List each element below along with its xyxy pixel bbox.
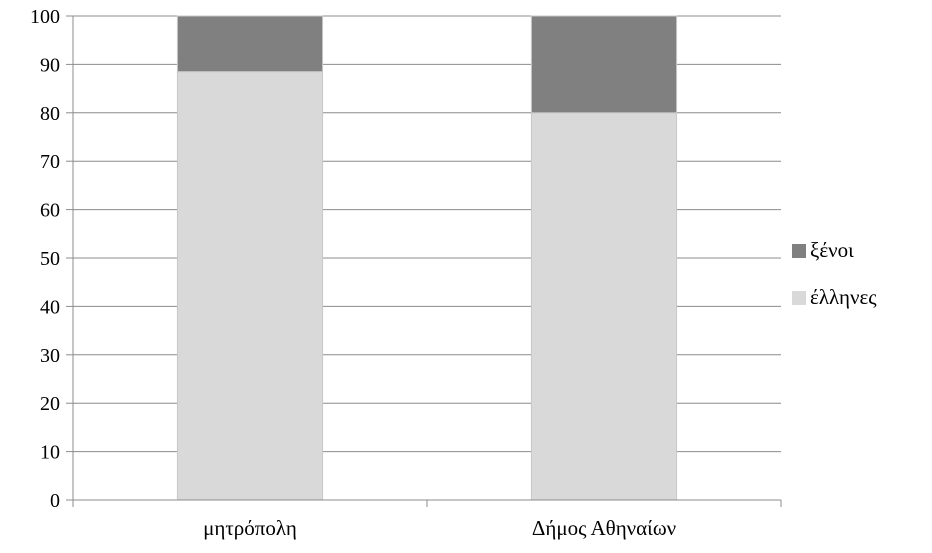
bar-segment bbox=[176, 15, 324, 73]
axes: 0 10 20 30 40 50 60 70 80 90 100 μητρόπολη Δήμος Αθη… bbox=[30, 6, 782, 540]
legend: ξένοι έλληνες bbox=[792, 238, 877, 309]
y-tick-label: 40 bbox=[40, 296, 60, 318]
y-tick-label: 90 bbox=[40, 54, 60, 76]
y-tick-label: 60 bbox=[40, 200, 60, 222]
y-tick-label: 80 bbox=[40, 103, 60, 125]
legend-label: έλληνες bbox=[810, 285, 877, 309]
y-tick-label: 30 bbox=[40, 345, 60, 367]
x-category-label: μητρόπολη bbox=[203, 516, 297, 540]
y-tick-label: 10 bbox=[40, 442, 60, 464]
x-category-label: Δήμος Αθηναίων bbox=[532, 516, 676, 540]
y-tick-label: 20 bbox=[40, 393, 60, 415]
y-tick-label: 100 bbox=[30, 6, 60, 28]
bar-segment bbox=[530, 15, 678, 114]
bar-segment bbox=[530, 112, 678, 501]
y-tick-label: 70 bbox=[40, 151, 60, 173]
bar-segment bbox=[176, 71, 324, 501]
y-tick-label: 50 bbox=[40, 248, 60, 270]
y-tick-label: 0 bbox=[50, 490, 60, 512]
legend-swatch bbox=[792, 244, 806, 258]
legend-swatch bbox=[792, 291, 806, 305]
legend-label: ξένοι bbox=[810, 238, 854, 262]
